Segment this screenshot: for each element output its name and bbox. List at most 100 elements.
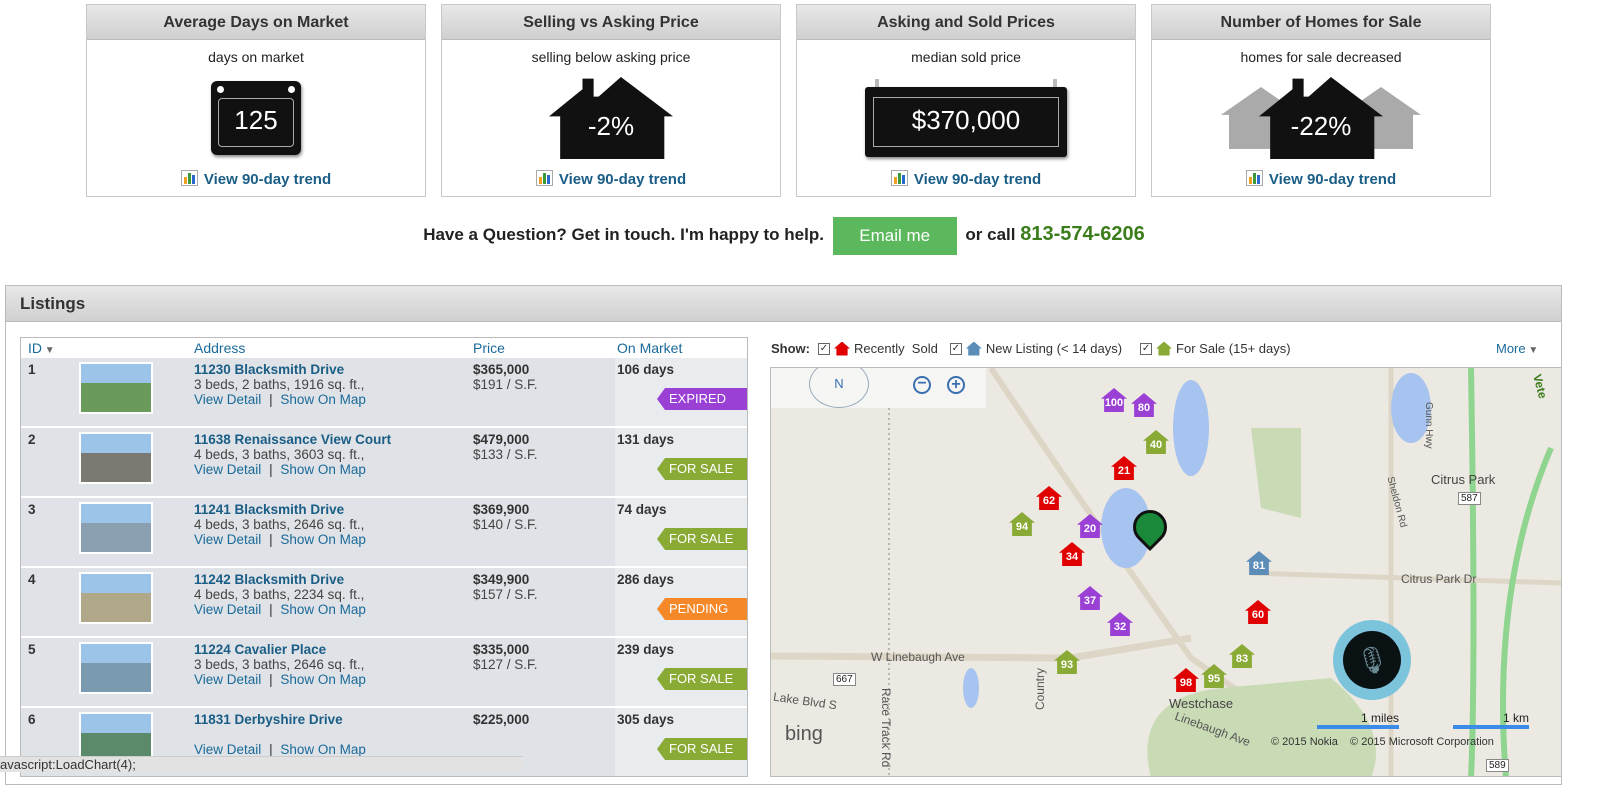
view-detail-link[interactable]: View Detail [194,392,262,407]
table-row: 1 11230 Blacksmith Drive 3 beds, 2 baths… [21,358,747,426]
view-trend-link[interactable]: View 90-day trend [442,170,780,188]
days-on-market: 286 days [617,572,675,587]
listing-id: 1 [28,362,36,377]
link-label: View 90-day trend [913,171,1042,188]
percent-value: -2% [587,111,635,141]
listing-price: $479,000 [473,432,530,447]
card-subtitle: days on market [208,49,304,65]
listing-id: 6 [28,712,36,727]
price-per-sqft: $140 / S.F. [473,517,538,532]
chart-icon [535,170,553,186]
listing-id: 5 [28,642,36,657]
map-copyright: © 2015 Nokia © 2015 Microsoft Corporatio… [1271,736,1494,748]
for-sale-checkbox[interactable]: ✓ [1140,342,1153,355]
listing-photo[interactable] [79,502,153,554]
listing-photo[interactable] [79,642,153,694]
show-on-map-link[interactable]: Show On Map [280,532,366,547]
card-days-on-market: Average Days on Market days on market 12… [86,4,426,197]
view-detail-link[interactable]: View Detail [194,462,262,477]
zoom-in-icon[interactable]: + [947,376,965,394]
days-on-market: 106 days [617,362,675,377]
road-label: Gunn Hwy [1423,402,1434,449]
listing-address-link[interactable]: 11638 Renaissance View Court [194,432,392,447]
listing-photo[interactable] [79,712,153,764]
contact-bar: Have a Question? Get in touch. I'm happy… [0,215,1568,255]
compass-control[interactable]: N [809,368,869,408]
road-label: Citrus Park [1431,472,1496,487]
link-label: View 90-day trend [1268,171,1397,188]
link-label: View 90-day trend [203,171,332,188]
separator: | [269,742,273,757]
map-marker[interactable]: 62 [1036,486,1062,510]
table-row: 4 11242 Blacksmith Drive 4 beds, 3 baths… [21,568,747,636]
show-on-map-link[interactable]: Show On Map [280,462,366,477]
scale-km: 1 km [1453,711,1529,729]
view-detail-link[interactable]: View Detail [194,742,262,757]
days-on-market: 239 days [617,642,675,657]
view-detail-link[interactable]: View Detail [194,602,262,617]
road-label: Citrus Park Dr [1401,572,1477,586]
card-asking-sold-prices: Asking and Sold Prices median sold price… [796,4,1136,197]
listing-details: 4 beds, 3 baths, 3603 sq. ft., [194,447,365,462]
listing-photo[interactable] [79,362,153,414]
zoom-out-icon[interactable]: − [913,376,931,394]
separator: | [269,462,273,477]
status-badge: FOR SALE [657,458,747,480]
chart-icon [890,170,908,186]
show-on-map-link[interactable]: Show On Map [280,742,366,757]
separator: | [269,392,273,407]
view-detail-link[interactable]: View Detail [194,532,262,547]
listing-photo[interactable] [79,432,153,484]
road-label: Country [1033,668,1047,711]
days-on-market: 131 days [617,432,675,447]
listing-address-link[interactable]: 11242 Blacksmith Drive [194,572,345,587]
card-title: Selling vs Asking Price [442,5,780,40]
address-header[interactable]: Address [194,340,246,356]
view-trend-link[interactable]: View 90-day trend [1152,170,1490,188]
show-on-map-link[interactable]: Show On Map [280,672,366,687]
card-title: Average Days on Market [87,5,425,40]
email-me-button[interactable]: Email me [832,216,957,255]
map-view[interactable]: N − + W Linebaugh Ave Linebaugh Ave Citr… [770,367,1562,777]
show-on-map-link[interactable]: Show On Map [280,602,366,617]
table-row: 5 11224 Cavalier Place 3 beds, 3 baths, … [21,638,747,706]
price-header[interactable]: Price [473,340,505,356]
status-badge: FOR SALE [657,668,747,690]
new-listing-checkbox[interactable]: ✓ [949,342,962,355]
road-label: Westchase [1169,696,1234,711]
table-row: 2 11638 Renaissance View Court 4 beds, 3… [21,428,747,496]
listing-address-link[interactable]: 11241 Blacksmith Drive [194,502,345,517]
view-trend-link[interactable]: View 90-day trend [797,170,1135,188]
show-label: Show: [771,341,810,356]
recently-sold-checkbox[interactable]: ✓ [818,342,830,355]
red-house-icon [834,341,850,356]
days-on-market: 305 days [617,712,675,727]
filter-label: Recently Sold [854,341,938,356]
listing-address-link[interactable]: 11831 Derbyshire Drive [194,712,343,727]
chart-icon [1245,170,1263,186]
listing-price: $335,000 [473,642,530,657]
blue-house-icon [965,341,982,356]
listing-price: $369,900 [473,502,530,517]
listing-address-link[interactable]: 11224 Cavalier Place [194,642,327,657]
microphone-button[interactable]: 🎙 [1333,620,1411,700]
listing-photo[interactable] [79,572,153,624]
view-detail-link[interactable]: View Detail [194,672,262,687]
road-label: 589 [1486,759,1509,772]
house-icon: -2% [442,77,780,159]
listings-table: ID ▼ Address Price On Market 1 11230 Bla… [20,337,748,777]
separator: | [269,532,273,547]
more-dropdown[interactable]: More ▼ [1496,341,1539,356]
view-trend-link[interactable]: View 90-day trend [87,170,425,188]
listing-address-link[interactable]: 11230 Blacksmith Drive [194,362,345,377]
sort-id-header[interactable]: ID ▼ [28,340,55,356]
show-on-map-link[interactable]: Show On Map [280,392,366,407]
days-value: 125 [234,105,278,135]
listing-price: $349,900 [473,572,530,587]
phone-number[interactable]: 813-574-6206 [1020,223,1145,245]
houses-icon: -22% [1152,77,1490,159]
listing-price: $365,000 [473,362,530,377]
price-per-sqft: $157 / S.F. [473,587,538,602]
road-label: 587 [1458,492,1481,505]
on-market-header[interactable]: On Market [617,340,683,356]
